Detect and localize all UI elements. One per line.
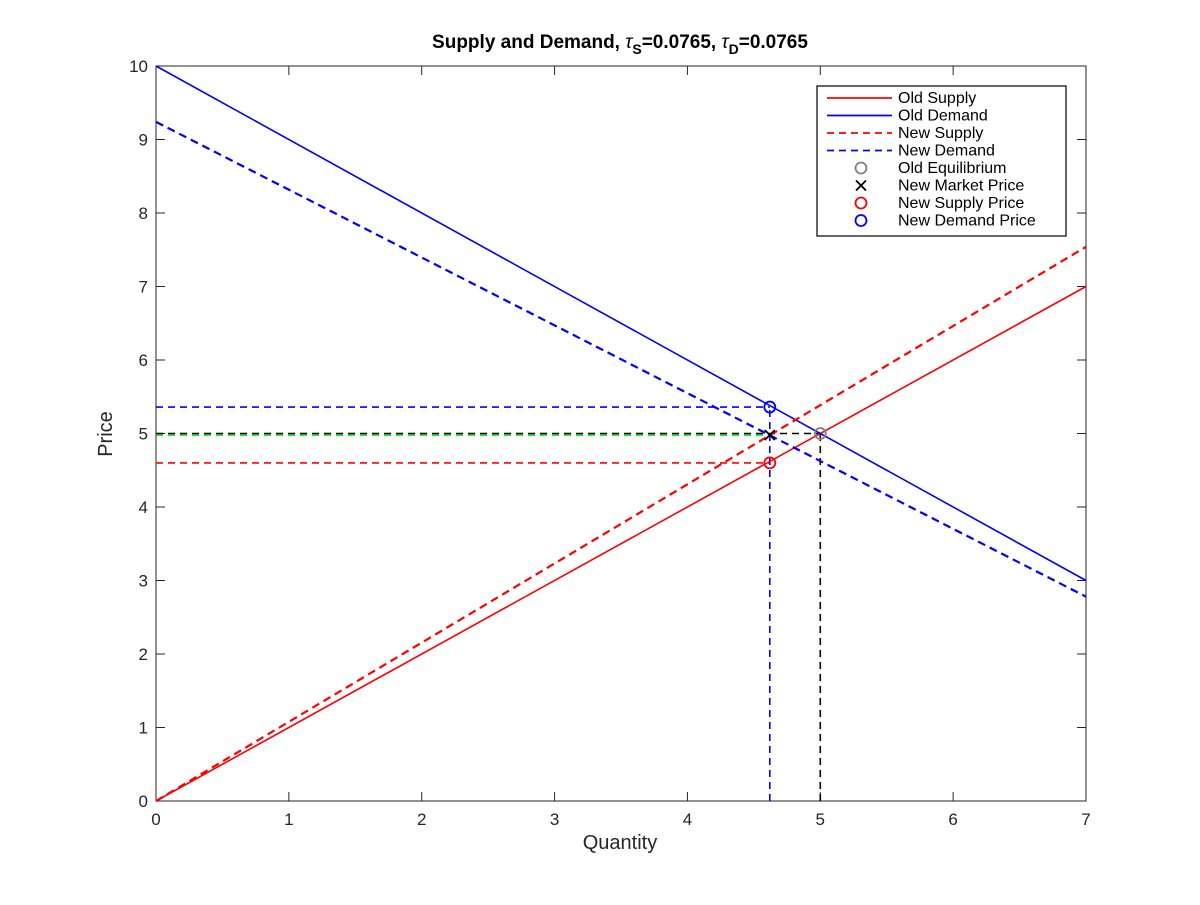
legend-label-new-demand: New Demand bbox=[898, 143, 995, 160]
legend-box bbox=[816, 85, 1067, 237]
marker-new-market-price bbox=[764, 429, 776, 441]
x-tick-label: 3 bbox=[550, 810, 559, 829]
series-line-new-demand bbox=[155, 120, 1087, 598]
y-tick-label: 5 bbox=[139, 425, 148, 444]
x-tick-label: 6 bbox=[948, 810, 957, 829]
legend-label-old-demand: Old Demand bbox=[898, 108, 988, 125]
x-tick-label: 7 bbox=[1081, 810, 1090, 829]
y-tick-label: 3 bbox=[139, 572, 148, 591]
marker-old-equilibrium bbox=[813, 427, 827, 440]
marker-new-supply-price bbox=[763, 456, 777, 470]
marker-new-demand-price bbox=[763, 400, 777, 414]
y-tick-label: 9 bbox=[139, 131, 148, 150]
x-tick-label: 1 bbox=[284, 810, 293, 829]
y-axis-title: Price bbox=[95, 411, 117, 457]
x-marker-stroke bbox=[855, 179, 867, 192]
y-tick-label: 6 bbox=[139, 351, 148, 370]
chart-title: Supply and Demand, τS=0.0765, τD=0.0765 bbox=[432, 32, 808, 57]
legend-label-new-demand-price: New Demand Price bbox=[898, 213, 1036, 230]
legend-label-old-supply: Old Supply bbox=[898, 90, 976, 107]
legend-marker-new-supply-price bbox=[854, 196, 868, 210]
legend-label-new-supply-price: New Supply Price bbox=[898, 195, 1024, 212]
legend-label-old-equilibrium: Old Equilibrium bbox=[898, 160, 1006, 177]
legend-marker-new-demand-price bbox=[854, 214, 868, 227]
y-tick-label: 10 bbox=[129, 57, 148, 76]
series-line-new-supply bbox=[155, 245, 1087, 802]
x-tick-label: 5 bbox=[816, 810, 825, 829]
x-tick-label: 4 bbox=[683, 810, 692, 829]
y-tick-label: 0 bbox=[139, 792, 148, 811]
series-line-old-demand bbox=[155, 65, 1087, 582]
y-tick-label: 2 bbox=[139, 645, 148, 664]
series-line-old-supply bbox=[155, 285, 1087, 802]
y-tick-label: 7 bbox=[139, 278, 148, 297]
x-axis-title: Quantity bbox=[583, 832, 657, 854]
legend-label-new-supply: New Supply bbox=[898, 125, 983, 142]
y-tick-label: 8 bbox=[139, 204, 148, 223]
y-tick-label: 4 bbox=[139, 498, 148, 517]
y-tick-label: 1 bbox=[139, 719, 148, 738]
legend-marker-old-equilibrium bbox=[854, 161, 868, 175]
x-marker-stroke bbox=[764, 429, 776, 441]
x-tick-label: 2 bbox=[417, 810, 426, 829]
x-tick-label: 0 bbox=[151, 810, 160, 829]
legend-label-new-market-price: New Market Price bbox=[898, 178, 1024, 195]
legend-marker-new-market-price bbox=[855, 179, 867, 192]
